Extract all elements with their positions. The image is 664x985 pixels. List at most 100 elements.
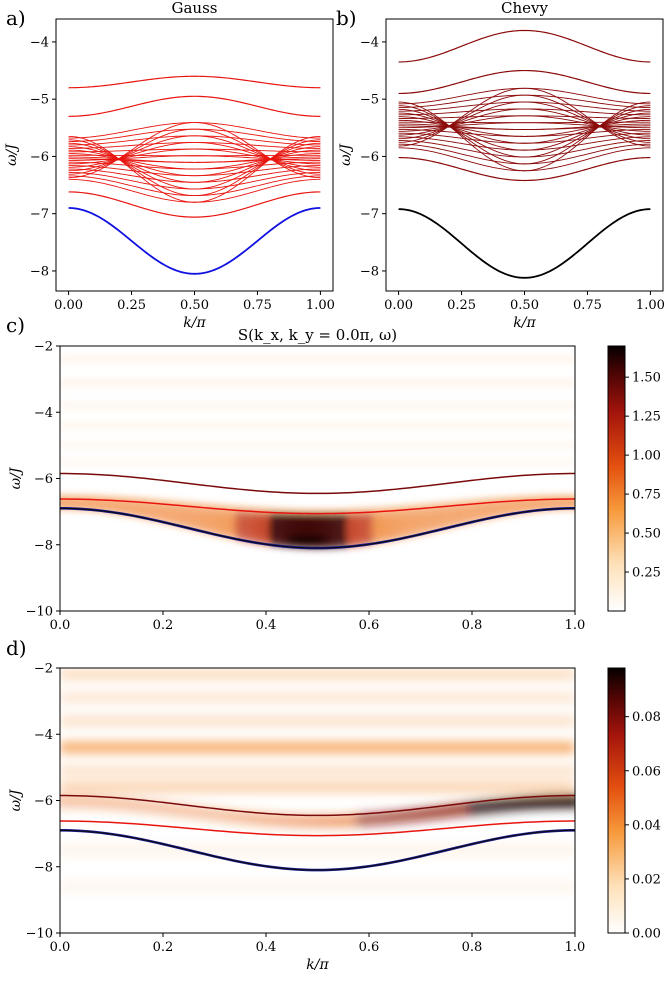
y-tick-label: −2 <box>34 340 53 355</box>
continuum-line <box>68 122 321 139</box>
x-tick-label: 0.25 <box>117 298 146 313</box>
heatmap-blob <box>320 814 333 829</box>
heatmap-blob <box>569 497 575 511</box>
heatmap-blob <box>79 795 92 810</box>
y-tick-label: −4 <box>30 35 49 50</box>
heatmap-blob <box>363 510 375 547</box>
continuum-line <box>398 101 651 112</box>
panel-title: S(k_x, k_y = 0.0π, ω) <box>238 326 397 344</box>
heatmap-blob <box>311 814 324 829</box>
heatmap-blob <box>122 797 135 812</box>
heatmap-blob <box>96 498 109 513</box>
panel-b: 0.00 0.25 0.50 0.75 1.00 −8 −7 −6 −5 −4 k/π ω/J Chev… <box>336 0 664 331</box>
heatmap-stripe <box>60 880 575 893</box>
colorbar: 0.25 0.50 0.75 1.00 1.25 1.50 <box>607 345 661 612</box>
heatmap-blob <box>345 510 358 549</box>
band-band-line <box>68 75 321 89</box>
y-tick-label: −8 <box>360 264 379 279</box>
heatmap-blob <box>302 814 315 829</box>
heatmap-blob <box>105 498 118 515</box>
continuum-line <box>398 108 651 116</box>
panel-label: a) <box>6 6 26 30</box>
heatmap-blob <box>182 504 195 531</box>
heatmap-blob <box>260 812 272 827</box>
x-tick-label: 0.50 <box>180 298 209 313</box>
plot-area <box>68 75 321 275</box>
colorbar-tick-label: 1.50 <box>632 371 661 386</box>
heatmap-blob <box>114 797 127 812</box>
heatmap-blob <box>88 795 101 810</box>
heatmap-blob <box>139 799 152 814</box>
y-tick-label: −6 <box>34 794 53 809</box>
band-band-line <box>68 95 321 117</box>
panel-c: 0.0 0.2 0.4 0.6 0.8 1.0 −10 −8 −6 −4 −2 ω/J S(k_x, k… <box>6 313 661 633</box>
heatmap-blob <box>71 794 84 809</box>
heatmap-blob <box>251 811 264 826</box>
continuum-line <box>398 143 651 165</box>
heatmap-blob <box>534 795 547 810</box>
heatmap-blob <box>388 810 401 825</box>
heatmap-blob <box>491 500 504 519</box>
x-tick-label: 1.0 <box>565 940 586 955</box>
x-tick-label: 0.50 <box>510 298 539 313</box>
heatmap-blob <box>457 502 470 527</box>
y-axis-label: ω/J <box>8 466 24 489</box>
heatmap-blob <box>242 509 255 544</box>
overlay-line <box>60 498 575 515</box>
heatmap-peak <box>285 535 330 544</box>
colorbar-gradient <box>607 667 626 934</box>
continuum-line <box>398 101 651 172</box>
heatmap-blob <box>354 510 367 548</box>
y-tick-label: −6 <box>34 472 53 487</box>
continuum-line <box>68 135 321 172</box>
x-tick-label: 0.0 <box>50 618 71 633</box>
heatmap-blob <box>423 505 436 535</box>
panel-label: c) <box>6 313 25 337</box>
heatmap-blob <box>337 813 350 828</box>
heatmap-blob <box>517 796 530 811</box>
heatmap-stripe <box>60 715 575 727</box>
x-tick-label: 0.75 <box>573 298 602 313</box>
x-tick-label: 0.4 <box>256 940 277 955</box>
overlay-line <box>60 794 575 817</box>
heatmap-blob <box>268 510 281 548</box>
y-tick-label: −8 <box>34 538 53 553</box>
continuum-line <box>68 135 321 203</box>
heatmap-intensity <box>60 668 575 893</box>
heatmap-blob <box>242 811 255 826</box>
y-tick-label: −4 <box>34 406 53 421</box>
x-axis-label: k/π <box>306 957 329 973</box>
y-tick-label: −2 <box>34 662 53 677</box>
y-axis-label: ω/J <box>8 788 24 811</box>
heatmap-blob <box>251 509 264 545</box>
heatmap-blob <box>397 507 410 541</box>
heatmap-stripe <box>60 421 575 430</box>
continuum-line <box>398 132 651 144</box>
heatmap-blob <box>363 812 375 827</box>
colorbar-tick-label: 0.06 <box>632 764 661 779</box>
panel-d: 0.0 0.2 0.4 0.6 0.8 1.0 −10 −8 −6 −4 −2 k/π ω/J d) 0.0… <box>6 636 661 973</box>
heatmap-blob <box>234 508 247 542</box>
x-tick-label: 1.00 <box>306 298 335 313</box>
continuum-line <box>68 139 321 197</box>
continuum-line <box>68 148 321 153</box>
continuum-line <box>68 178 321 203</box>
heatmap-blob <box>508 797 521 812</box>
continuum-line <box>68 142 321 149</box>
heatmap-blob <box>500 797 513 812</box>
y-tick-label: −10 <box>26 927 53 942</box>
continuum-line <box>398 115 651 119</box>
heatmap-blob <box>431 505 444 533</box>
heatmap-blob <box>414 506 427 537</box>
heatmap-blob <box>285 813 298 828</box>
heatmap-blob <box>500 499 513 517</box>
heatmap-blob <box>483 799 496 814</box>
heatmap-blob <box>371 811 384 826</box>
heatmap-stripe <box>60 781 575 794</box>
continuum-line <box>398 108 651 158</box>
panel-a: 0.00 0.25 0.50 0.75 1.00 −8 −7 −6 −5 −4 k/π ω/J Gaus… <box>4 0 335 331</box>
continuum-line <box>398 105 651 165</box>
heatmap-blob <box>277 813 290 828</box>
heatmap-blob <box>105 796 118 811</box>
continuum-line <box>68 142 321 190</box>
